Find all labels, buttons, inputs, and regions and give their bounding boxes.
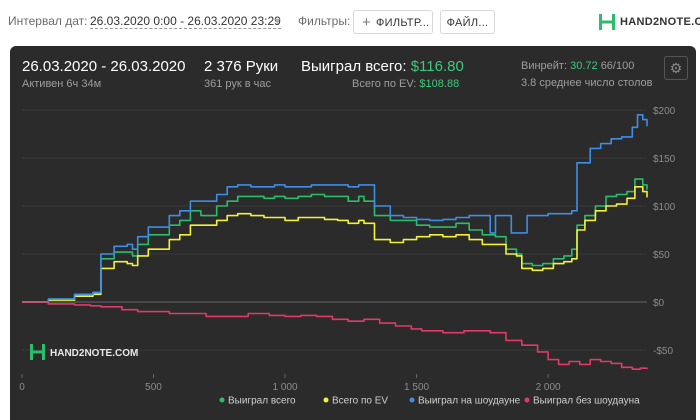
y-tick-label: $150 xyxy=(653,154,676,165)
plus-icon: + xyxy=(362,14,372,31)
y-tick-label: $0 xyxy=(653,298,665,309)
legend-item: Всего по EV xyxy=(323,396,388,407)
x-tick-label: 500 xyxy=(145,382,162,393)
filter-button-label: ФИЛЬТР... xyxy=(376,17,430,29)
y-tick-label: $200 xyxy=(653,106,676,117)
hand2note-logo-icon xyxy=(599,14,615,30)
logo-text: HAND2NOTE.COM xyxy=(620,16,700,28)
date-range: 26.03.2020 - 26.03.2020 xyxy=(22,58,186,75)
legend-label: Выиграл на шоудауне xyxy=(418,396,521,407)
legend-label: Всего по EV xyxy=(332,396,388,407)
file-button-label: ФАЙЛ... xyxy=(446,17,489,29)
ev-total: Всего по EV: $108.88 xyxy=(352,78,459,90)
legend-marker xyxy=(219,397,225,403)
active-time: Активен 6ч 34м xyxy=(22,78,102,90)
watermark-logo-icon xyxy=(30,344,45,360)
y-tick-label: $50 xyxy=(653,250,670,261)
x-tick-label: 1 500 xyxy=(404,382,429,393)
chevron-down-icon[interactable]: ▼ xyxy=(273,16,282,26)
winrate: Винрейт: 30.72 66/100 xyxy=(521,60,634,72)
x-tick-label: 2 000 xyxy=(536,382,561,393)
graph-panel: 26.03.2020 - 26.03.2020 Активен 6ч 34м 2… xyxy=(10,46,696,420)
graph-watermark: HAND2NOTE.COM xyxy=(30,344,138,360)
legend-item: Выиграл без шоудауна xyxy=(524,395,640,407)
filter-button[interactable]: + ФИЛЬТР... xyxy=(353,10,433,34)
avg-tables: 3.8 среднее число столов xyxy=(521,77,653,89)
y-tick-label: -$50 xyxy=(653,346,673,357)
gear-icon[interactable]: ⚙ xyxy=(664,56,688,80)
watermark-text: HAND2NOTE.COM xyxy=(50,348,138,359)
winrate-label: Винрейт: xyxy=(521,60,568,72)
legend-marker xyxy=(524,397,530,403)
filters-label: Фильтры: xyxy=(298,14,351,28)
legend-item: Выиграл всего xyxy=(219,396,296,407)
won-total-value: $116.80 xyxy=(410,58,464,75)
winrate-unit: 66/100 xyxy=(600,60,635,72)
hands-per-hour: 361 рук в час xyxy=(204,78,272,90)
date-interval-picker[interactable]: 26.03.2020 0:00 - 26.03.2020 23:29 xyxy=(90,14,281,29)
legend-marker xyxy=(323,397,329,403)
winrate-value: 30.72 xyxy=(570,60,598,72)
won-total-label: Выиграл всего: xyxy=(301,58,407,75)
winnings-graph: 0 500 1 000 1 500 2 000 $200 $150 $100 $50 $0 -$5… xyxy=(19,106,676,407)
legend-item: Выиграл на шоудауне xyxy=(409,396,521,407)
legend-label: Выиграл всего xyxy=(228,396,296,407)
x-tick-label: 1 000 xyxy=(273,382,298,393)
hands-count: 2 376 Руки xyxy=(204,58,279,75)
won-total: Выиграл всего: $116.80 xyxy=(301,58,464,75)
file-button[interactable]: ФАЙЛ... xyxy=(440,10,495,34)
top-toolbar: Интервал дат: 26.03.2020 0:00 - 26.03.20… xyxy=(0,0,700,44)
legend-label: Выиграл без шоудауна xyxy=(533,395,640,407)
ev-total-label: Всего по EV: xyxy=(352,78,417,90)
y-tick-label: $100 xyxy=(653,202,676,213)
hand2note-logo: HAND2NOTE.COM xyxy=(598,10,700,34)
series-line-4 xyxy=(22,301,648,370)
series-line-1 xyxy=(22,178,648,303)
series-line-2 xyxy=(22,186,648,303)
x-tick-label: 0 xyxy=(19,382,25,393)
ev-total-value: $108.88 xyxy=(419,78,460,90)
interval-label: Интервал дат: xyxy=(8,14,88,28)
legend-marker xyxy=(409,397,415,403)
series-line-3 xyxy=(22,114,648,303)
